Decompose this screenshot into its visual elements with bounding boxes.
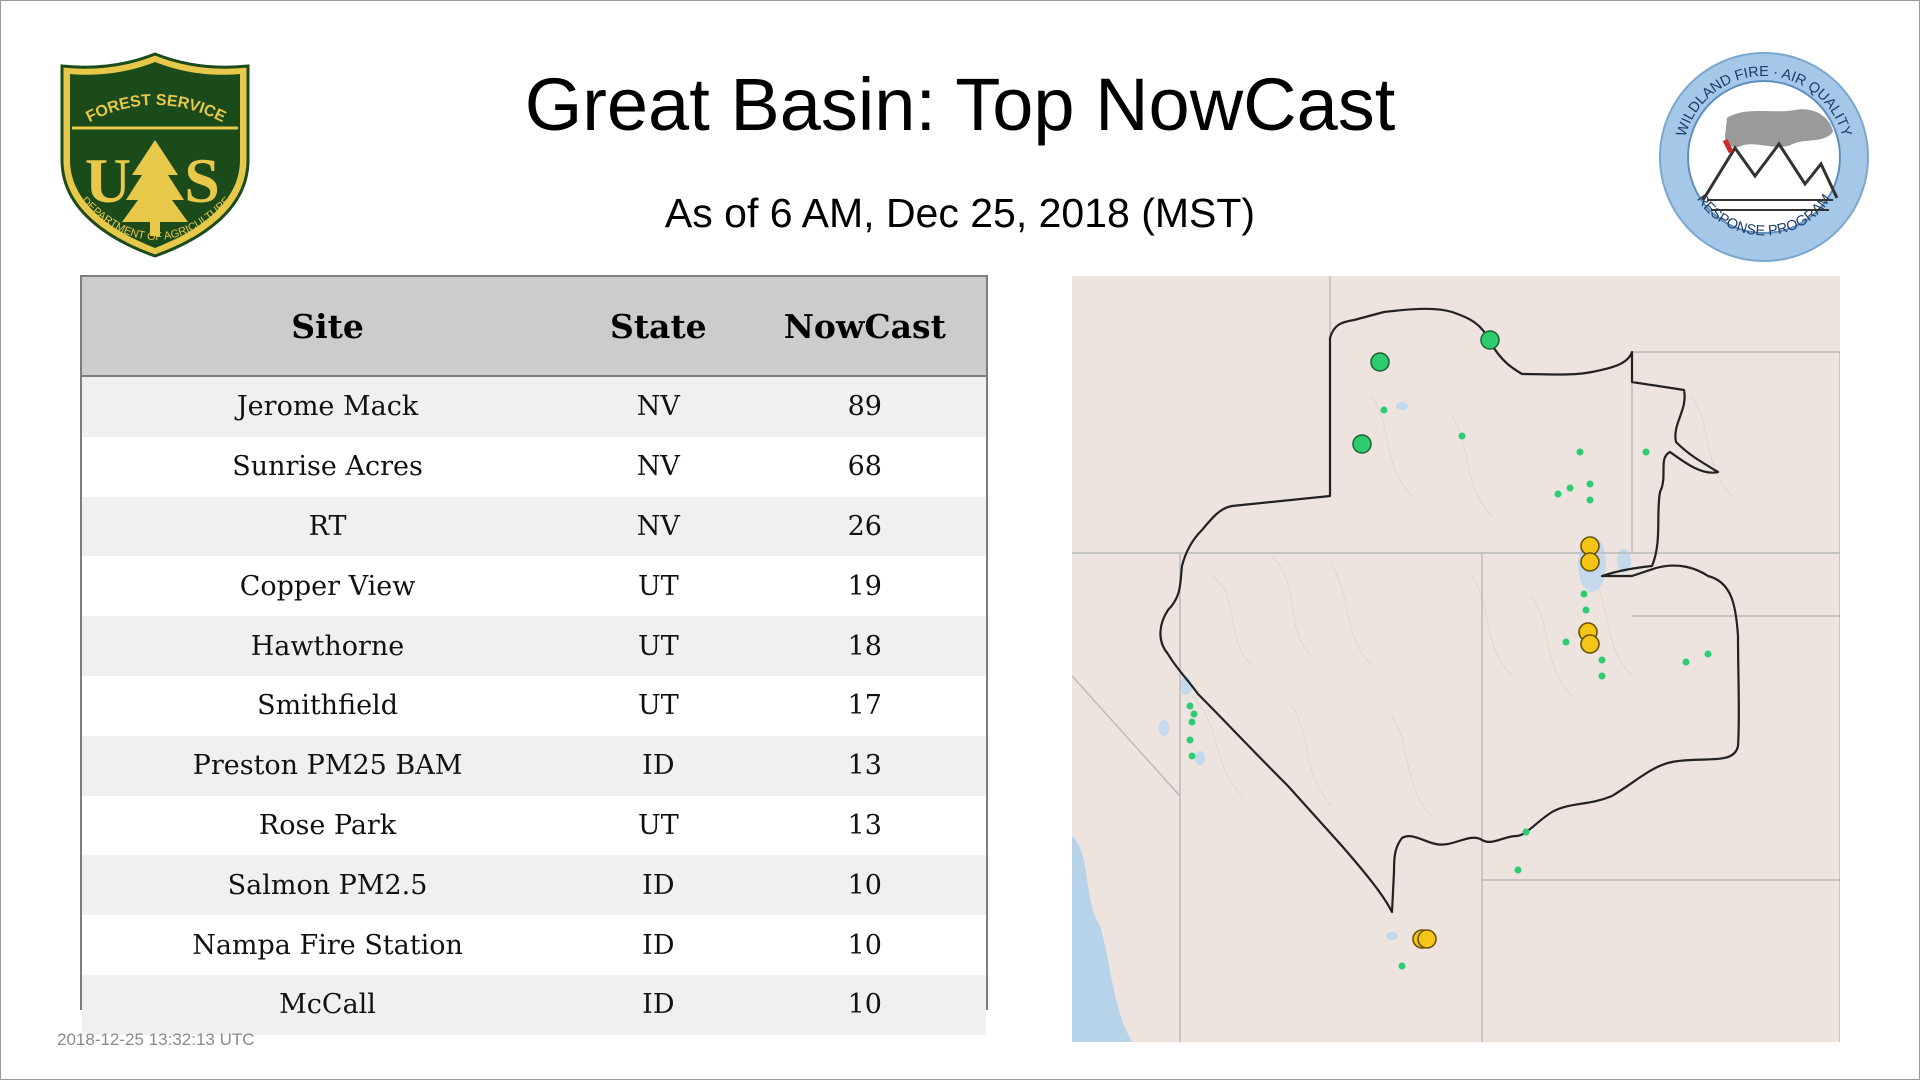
nowcast-cell: 18: [743, 616, 986, 676]
table-row: RT NV 26: [82, 496, 986, 557]
table-row: Hawthorne UT 18: [82, 616, 986, 676]
nowcast-cell: 13: [743, 735, 986, 796]
table-row: Copper View UT 19: [82, 556, 986, 617]
table-row: Jerome Mack NV 89: [82, 376, 986, 437]
site-cell: Sunrise Acres: [82, 436, 574, 497]
nowcast-cell: 68: [743, 436, 986, 497]
wildland-fire-logo: WILDLAND FIRE · AIR QUALITY RESPONSE PRO…: [1659, 52, 1869, 262]
state-cell: UT: [573, 795, 744, 856]
map-background: [1072, 276, 1840, 1042]
table-row: Nampa Fire Station ID 10: [82, 915, 986, 975]
column-header-nowcast: NowCast: [743, 277, 986, 377]
nowcast-cell: 13: [743, 795, 986, 856]
forest-service-letter-u: U: [85, 145, 131, 216]
site-cell: Preston PM25 BAM: [82, 735, 574, 796]
state-cell: UT: [573, 556, 744, 617]
nowcast-table-container: Site State NowCast Jerome Mack NV 89 Sun…: [80, 275, 988, 1035]
site-marker-good: [1480, 330, 1500, 350]
site-marker-good: [1370, 352, 1390, 372]
state-cell: ID: [573, 735, 744, 796]
site-cell: Jerome Mack: [82, 376, 574, 437]
state-cell: UT: [573, 616, 744, 676]
generated-timestamp: 2018-12-25 13:32:13 UTC: [57, 1030, 255, 1049]
forest-service-letter-s: S: [184, 145, 220, 216]
site-marker-good: [1352, 434, 1372, 454]
state-cell: NV: [573, 376, 744, 437]
table-row: Preston PM25 BAM ID 13: [82, 735, 986, 796]
site-marker-moderate: [1417, 929, 1437, 949]
great-basin-boundary: [1159, 307, 1740, 914]
nowcast-cell: 26: [743, 496, 986, 557]
state-cell: ID: [573, 915, 744, 975]
pine-tree-icon: [122, 140, 188, 236]
site-cell: McCall: [82, 974, 574, 1035]
site-cell: RT: [82, 496, 574, 557]
nowcast-cell: 19: [743, 556, 986, 617]
table-row: McCall ID 10: [82, 974, 986, 1035]
site-cell: Nampa Fire Station: [82, 915, 574, 975]
table-row: Salmon PM2.5 ID 10: [82, 855, 986, 916]
nowcast-cell: 89: [743, 376, 986, 437]
table-row: Sunrise Acres NV 68: [82, 436, 986, 497]
table-header-row: Site State NowCast: [82, 277, 986, 377]
site-cell: Smithfield: [82, 675, 574, 736]
nowcast-table: Site State NowCast Jerome Mack NV 89 Sun…: [82, 277, 986, 1035]
nowcast-cell: 17: [743, 675, 986, 736]
state-cell: NV: [573, 436, 744, 497]
site-markers-moderate: [1412, 536, 1600, 949]
site-marker-moderate: [1580, 552, 1600, 572]
page-title: Great Basin: Top NowCast: [524, 63, 1396, 146]
forest-service-logo: FOREST SERVICE U S DEPARTMENT OF AGRICUL…: [60, 52, 250, 258]
mountains-smoke-icon: [1701, 109, 1839, 211]
nowcast-cell: 10: [743, 915, 986, 975]
table-row: Rose Park UT 13: [82, 795, 986, 856]
ocean: [1072, 836, 1132, 1042]
column-header-state: State: [573, 277, 744, 377]
site-cell: Salmon PM2.5: [82, 855, 574, 916]
great-basin-map: [1072, 276, 1840, 1042]
state-boundaries: [1072, 276, 1840, 1042]
site-marker-moderate: [1580, 634, 1600, 654]
site-cell: Copper View: [82, 556, 574, 617]
page-subtitle: As of 6 AM, Dec 25, 2018 (MST): [664, 190, 1256, 236]
state-cell: ID: [573, 855, 744, 916]
nowcast-cell: 10: [743, 974, 986, 1035]
column-header-site: Site: [82, 277, 574, 377]
site-cell: Hawthorne: [82, 616, 574, 676]
nowcast-cell: 10: [743, 855, 986, 916]
state-cell: NV: [573, 496, 744, 557]
state-cell: ID: [573, 974, 744, 1035]
site-cell: Rose Park: [82, 795, 574, 856]
state-cell: UT: [573, 675, 744, 736]
table-row: Smithfield UT 17: [82, 675, 986, 736]
